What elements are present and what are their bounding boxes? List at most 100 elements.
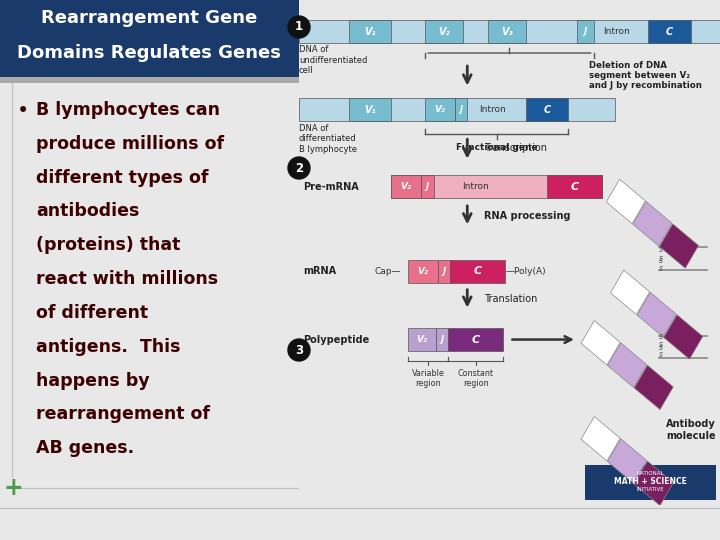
Text: 3: 3: [295, 343, 303, 356]
FancyBboxPatch shape: [392, 175, 602, 198]
Text: Functional gene: Functional gene: [456, 143, 538, 152]
FancyBboxPatch shape: [649, 20, 690, 43]
FancyBboxPatch shape: [449, 328, 503, 351]
Polygon shape: [581, 321, 620, 365]
Text: s
s: s s: [659, 254, 663, 273]
Text: •: •: [17, 101, 29, 121]
FancyBboxPatch shape: [349, 20, 392, 43]
FancyBboxPatch shape: [425, 98, 454, 121]
Text: C: C: [571, 181, 579, 192]
Text: Domains Regulates Genes: Domains Regulates Genes: [17, 44, 282, 62]
FancyBboxPatch shape: [454, 98, 467, 121]
Text: J: J: [441, 335, 444, 344]
Text: V₂: V₂: [401, 182, 412, 191]
Text: Variable
region: Variable region: [412, 369, 445, 388]
FancyBboxPatch shape: [421, 175, 433, 198]
Text: Pre-mRNA: Pre-mRNA: [303, 181, 359, 192]
FancyBboxPatch shape: [438, 260, 451, 283]
Text: V₂: V₂: [416, 335, 428, 344]
Text: RNA processing: RNA processing: [484, 211, 571, 221]
Text: of different: of different: [36, 304, 148, 322]
Polygon shape: [608, 439, 647, 483]
Text: V₁: V₁: [364, 105, 377, 115]
Text: Translation: Translation: [484, 294, 538, 304]
Text: +: +: [4, 476, 23, 500]
Text: different types of: different types of: [36, 168, 208, 187]
Circle shape: [288, 339, 310, 361]
Text: antigens.  This: antigens. This: [36, 338, 180, 356]
Text: V₃: V₃: [501, 26, 513, 37]
Text: Rearrangement Gene: Rearrangement Gene: [41, 9, 258, 26]
Text: DNA of
differentiated
B lymphocyte: DNA of differentiated B lymphocyte: [299, 124, 357, 153]
Text: Cap—: Cap—: [374, 267, 401, 276]
Polygon shape: [581, 416, 620, 461]
FancyBboxPatch shape: [392, 175, 421, 198]
Text: happens by: happens by: [36, 372, 150, 389]
FancyBboxPatch shape: [0, 77, 299, 83]
FancyBboxPatch shape: [577, 20, 594, 43]
FancyBboxPatch shape: [526, 98, 568, 121]
Text: AB genes.: AB genes.: [36, 439, 134, 457]
Polygon shape: [634, 461, 673, 505]
FancyBboxPatch shape: [585, 464, 716, 500]
Polygon shape: [608, 343, 647, 387]
Text: Polypeptide: Polypeptide: [303, 335, 369, 345]
Text: 1: 1: [295, 21, 303, 33]
Text: V₁: V₁: [364, 26, 377, 37]
Text: mRNA: mRNA: [303, 266, 336, 276]
Polygon shape: [664, 315, 703, 359]
Polygon shape: [634, 365, 673, 410]
Text: (proteins) that: (proteins) that: [36, 237, 180, 254]
Polygon shape: [633, 201, 672, 246]
Text: DNA of
undifferentiated
cell: DNA of undifferentiated cell: [299, 45, 367, 75]
Text: rearrangement of: rearrangement of: [36, 406, 210, 423]
Text: C: C: [472, 335, 480, 345]
Text: J: J: [426, 182, 429, 191]
FancyBboxPatch shape: [488, 20, 526, 43]
Text: V₂: V₂: [438, 26, 450, 37]
Text: Deletion of DNA
segment between V₂
and J by recombination: Deletion of DNA segment between V₂ and J…: [590, 60, 702, 90]
Text: produce millions of: produce millions of: [36, 135, 224, 153]
Text: C: C: [544, 105, 551, 115]
FancyBboxPatch shape: [299, 20, 720, 43]
Text: C: C: [474, 266, 482, 276]
FancyBboxPatch shape: [451, 260, 505, 283]
FancyBboxPatch shape: [349, 98, 392, 121]
Text: J: J: [443, 267, 446, 276]
Text: J: J: [459, 105, 462, 114]
Text: Constant
region: Constant region: [458, 369, 494, 388]
Polygon shape: [660, 224, 698, 268]
Circle shape: [288, 157, 310, 179]
Polygon shape: [611, 270, 649, 315]
Text: Intron: Intron: [603, 27, 630, 36]
Text: react with millions: react with millions: [36, 270, 218, 288]
Text: antibodies: antibodies: [36, 202, 139, 220]
Text: —Poly(A): —Poly(A): [505, 267, 546, 276]
FancyBboxPatch shape: [408, 260, 438, 283]
FancyBboxPatch shape: [547, 175, 602, 198]
Text: Antibody
molecule: Antibody molecule: [666, 419, 716, 441]
Polygon shape: [637, 292, 676, 337]
Text: MATH + SCIENCE: MATH + SCIENCE: [614, 477, 687, 485]
Text: INITIATIVE: INITIATIVE: [636, 487, 665, 492]
Text: C: C: [666, 26, 673, 37]
Text: Intron: Intron: [462, 182, 489, 191]
Text: J: J: [583, 27, 587, 36]
FancyBboxPatch shape: [425, 20, 463, 43]
Text: s
s: s s: [659, 340, 663, 359]
Text: V₂: V₂: [418, 267, 428, 276]
FancyBboxPatch shape: [0, 0, 299, 78]
FancyBboxPatch shape: [436, 328, 449, 351]
Polygon shape: [606, 179, 645, 224]
Text: B lymphocytes can: B lymphocytes can: [36, 101, 220, 119]
Text: Intron: Intron: [480, 105, 506, 114]
Text: 2: 2: [295, 161, 303, 174]
FancyBboxPatch shape: [299, 98, 615, 121]
Text: s
s: s s: [659, 332, 663, 352]
Text: V₂: V₂: [434, 105, 446, 114]
Text: s
s: s s: [659, 245, 663, 265]
FancyBboxPatch shape: [408, 328, 436, 351]
Text: NATIONAL: NATIONAL: [636, 470, 665, 476]
Circle shape: [288, 16, 310, 38]
Text: Transcription: Transcription: [484, 144, 547, 153]
